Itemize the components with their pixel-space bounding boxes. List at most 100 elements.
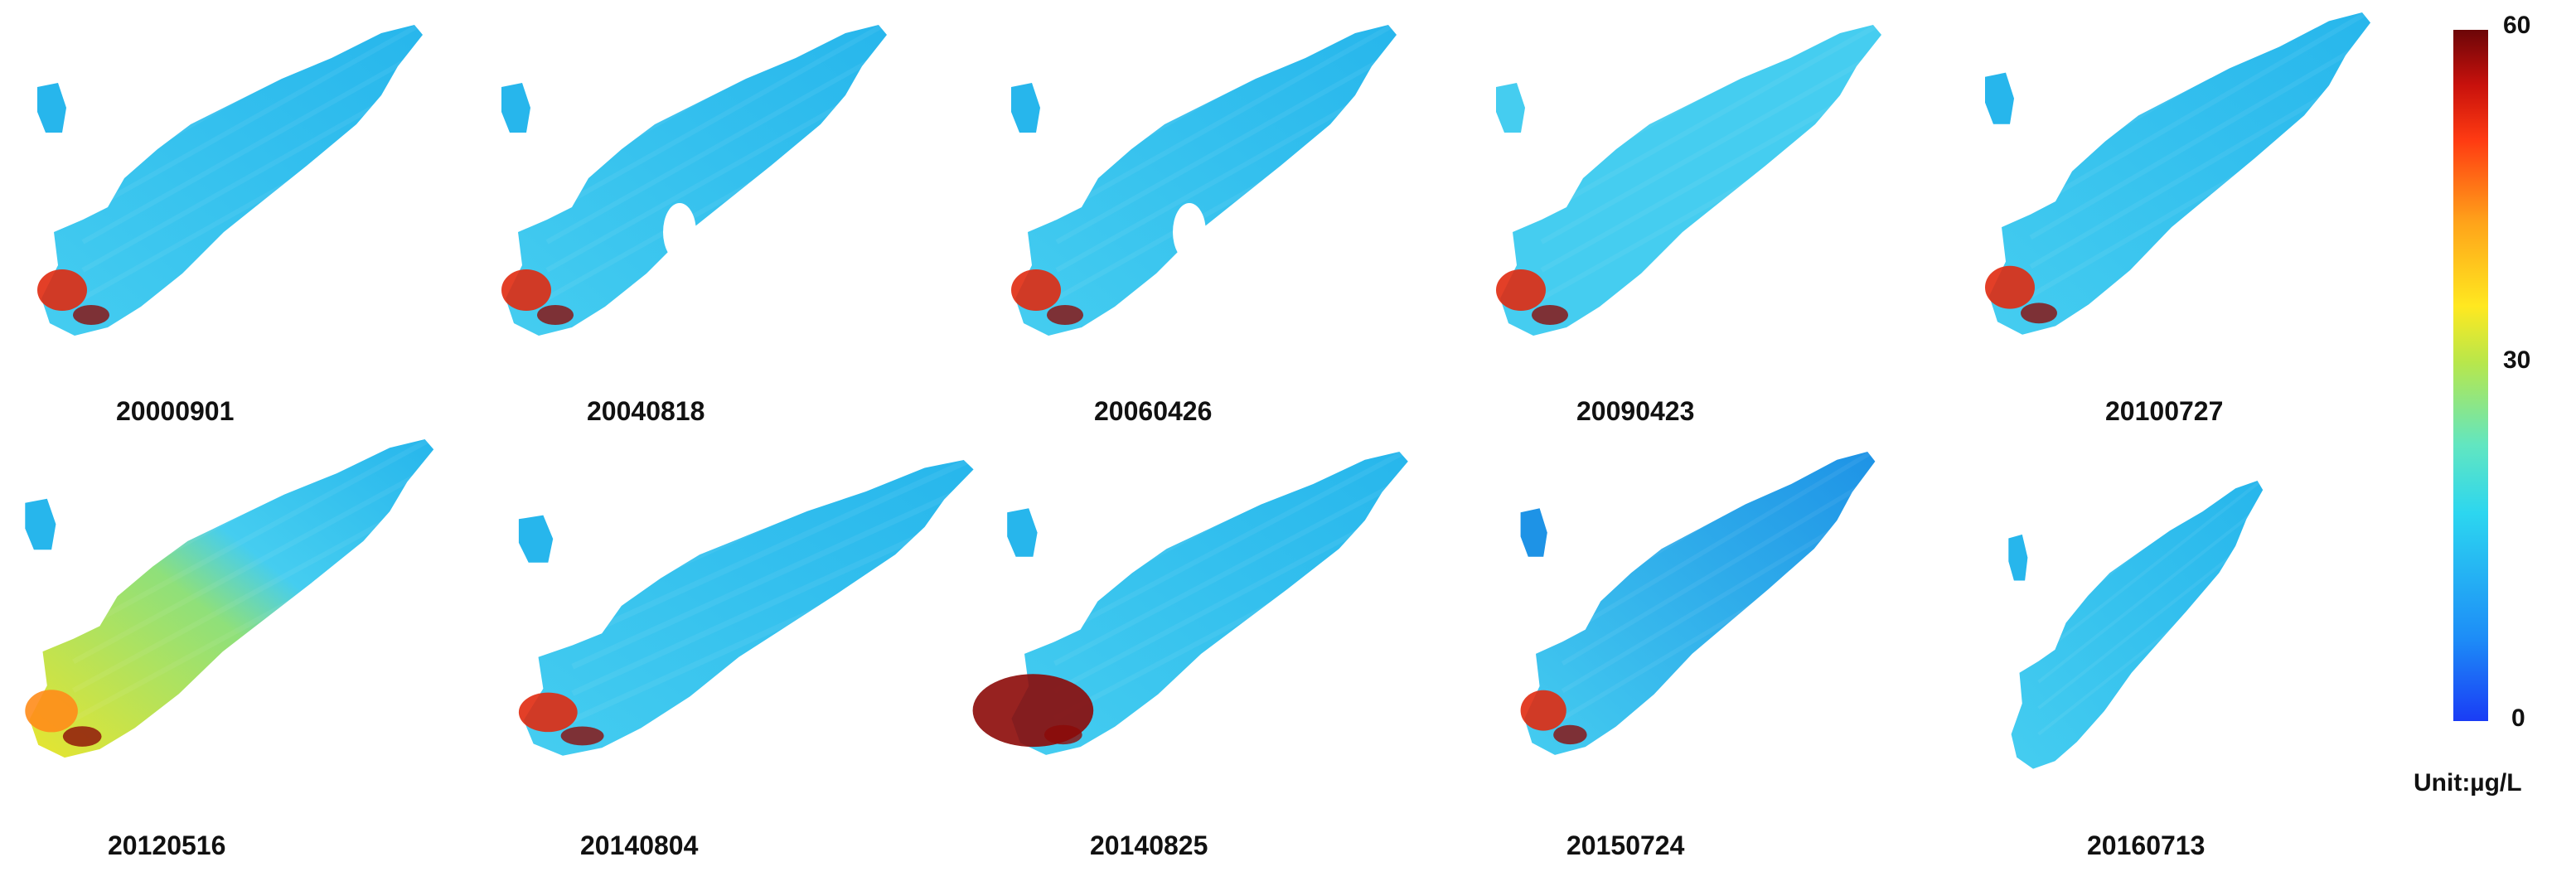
scan-stripe (2029, 96, 2372, 298)
scan-stripe (571, 428, 976, 616)
island (1011, 83, 1040, 133)
lake-map-panel-4 (1492, 0, 1906, 365)
lake-map-7 (518, 322, 976, 756)
algal-bloom (518, 692, 578, 733)
lake-map-panel-2 (497, 0, 912, 365)
algal-bloom (1047, 305, 1083, 325)
scan-stripe (545, 105, 889, 301)
scan-stripe (1540, 0, 1778, 132)
scan-stripe (545, 0, 733, 104)
island (1520, 508, 1547, 557)
scan-stripe (2029, 0, 2293, 153)
lake-map-10 (2008, 347, 2264, 769)
lake-map-6 (25, 291, 435, 758)
scan-stripe (1055, 0, 1343, 160)
algal-bloom (1520, 690, 1566, 731)
lake-map-panel-9 (1517, 310, 1898, 783)
scan-stripe (1540, 49, 1883, 244)
scan-stripe (2029, 8, 2372, 211)
scan-stripe (81, 0, 419, 188)
scan-stripe (2029, 37, 2372, 240)
scan-stripe (2037, 452, 2264, 632)
algal-bloom (1043, 724, 1082, 745)
scan-stripe (545, 0, 683, 75)
algal-bloom (2021, 303, 2057, 324)
lake-body (1015, 25, 1397, 336)
scan-stripe (1055, 105, 1398, 301)
scan-stripe (81, 77, 424, 273)
date-label-1: 20000901 (116, 396, 235, 426)
algal-bloom (1985, 265, 2035, 309)
date-label-10: 20160713 (2087, 830, 2206, 860)
scan-stripe (571, 535, 976, 724)
lake-body (1524, 452, 1876, 755)
scan-stripe (1561, 475, 1876, 666)
date-label-7: 20140804 (580, 830, 699, 860)
scan-stripe (571, 482, 976, 670)
scan-stripe (81, 105, 424, 301)
scan-stripe (81, 49, 424, 244)
unit-label: Unit:µg/L (2414, 769, 2522, 796)
scan-stripe (1053, 502, 1410, 694)
scan-stripe (571, 509, 976, 696)
scan-stripe (1053, 420, 1410, 612)
scan-stripe (571, 375, 976, 563)
scan-stripe (81, 21, 424, 216)
scan-stripe (81, 0, 319, 132)
scan-stripe (1055, 21, 1398, 216)
algal-bloom (1553, 724, 1587, 745)
lake-body (1011, 452, 1408, 755)
algal-bloom (1496, 269, 1546, 311)
island (518, 515, 554, 563)
lake-body (523, 460, 974, 756)
island (501, 83, 530, 133)
lake-body (506, 25, 887, 336)
scan-stripe (2029, 0, 2193, 94)
scan-stripe (1561, 448, 1876, 638)
scan-stripe (72, 291, 435, 491)
scan-stripe (1561, 503, 1876, 694)
lake-body (1989, 12, 2370, 335)
lake-map-4 (1496, 0, 1883, 336)
date-label-2: 20040818 (587, 396, 705, 426)
scan-stripe (1540, 77, 1883, 273)
data-gap (1173, 203, 1206, 261)
algal-bloom (37, 269, 87, 311)
island (2008, 534, 2028, 581)
date-label-3: 20060426 (1094, 396, 1213, 426)
scan-stripe (2037, 504, 2264, 684)
date-label-9: 20150724 (1566, 830, 1685, 860)
scan-stripe (2037, 556, 2264, 736)
scan-stripe (1561, 530, 1876, 721)
scan-stripe (545, 21, 889, 216)
scan-stripe (545, 0, 884, 188)
colorbar-min-label: 0 (2511, 704, 2525, 732)
date-label-5: 20100727 (2105, 396, 2224, 426)
scan-stripe (81, 0, 219, 75)
scan-stripe (1053, 448, 1410, 639)
scan-stripe (2037, 373, 2264, 553)
scan-stripe (1540, 0, 1828, 160)
scan-stripe (1561, 310, 1876, 501)
lake-map-9 (1520, 310, 1876, 755)
scan-stripe (81, 0, 369, 160)
scan-stripe (72, 435, 435, 636)
scan-stripe (1053, 310, 1410, 501)
scan-stripe (2037, 477, 2264, 657)
lake-map-2 (501, 0, 889, 336)
scan-stripe (1540, 21, 1883, 216)
colorbar-mid-label: 30 (2503, 346, 2531, 374)
algal-bloom (1011, 269, 1061, 311)
scan-stripe (1053, 530, 1410, 721)
scan-stripe (72, 406, 435, 607)
scan-stripe (72, 377, 435, 578)
island (1007, 508, 1038, 557)
scan-stripe (1540, 0, 1678, 75)
island (37, 83, 66, 133)
scan-stripe (545, 49, 889, 244)
scan-stripe (1540, 0, 1878, 188)
scan-stripe (2037, 399, 2264, 579)
colorbar-max-label: 60 (2503, 12, 2531, 39)
island (1496, 83, 1525, 133)
scan-stripe (1055, 0, 1193, 75)
